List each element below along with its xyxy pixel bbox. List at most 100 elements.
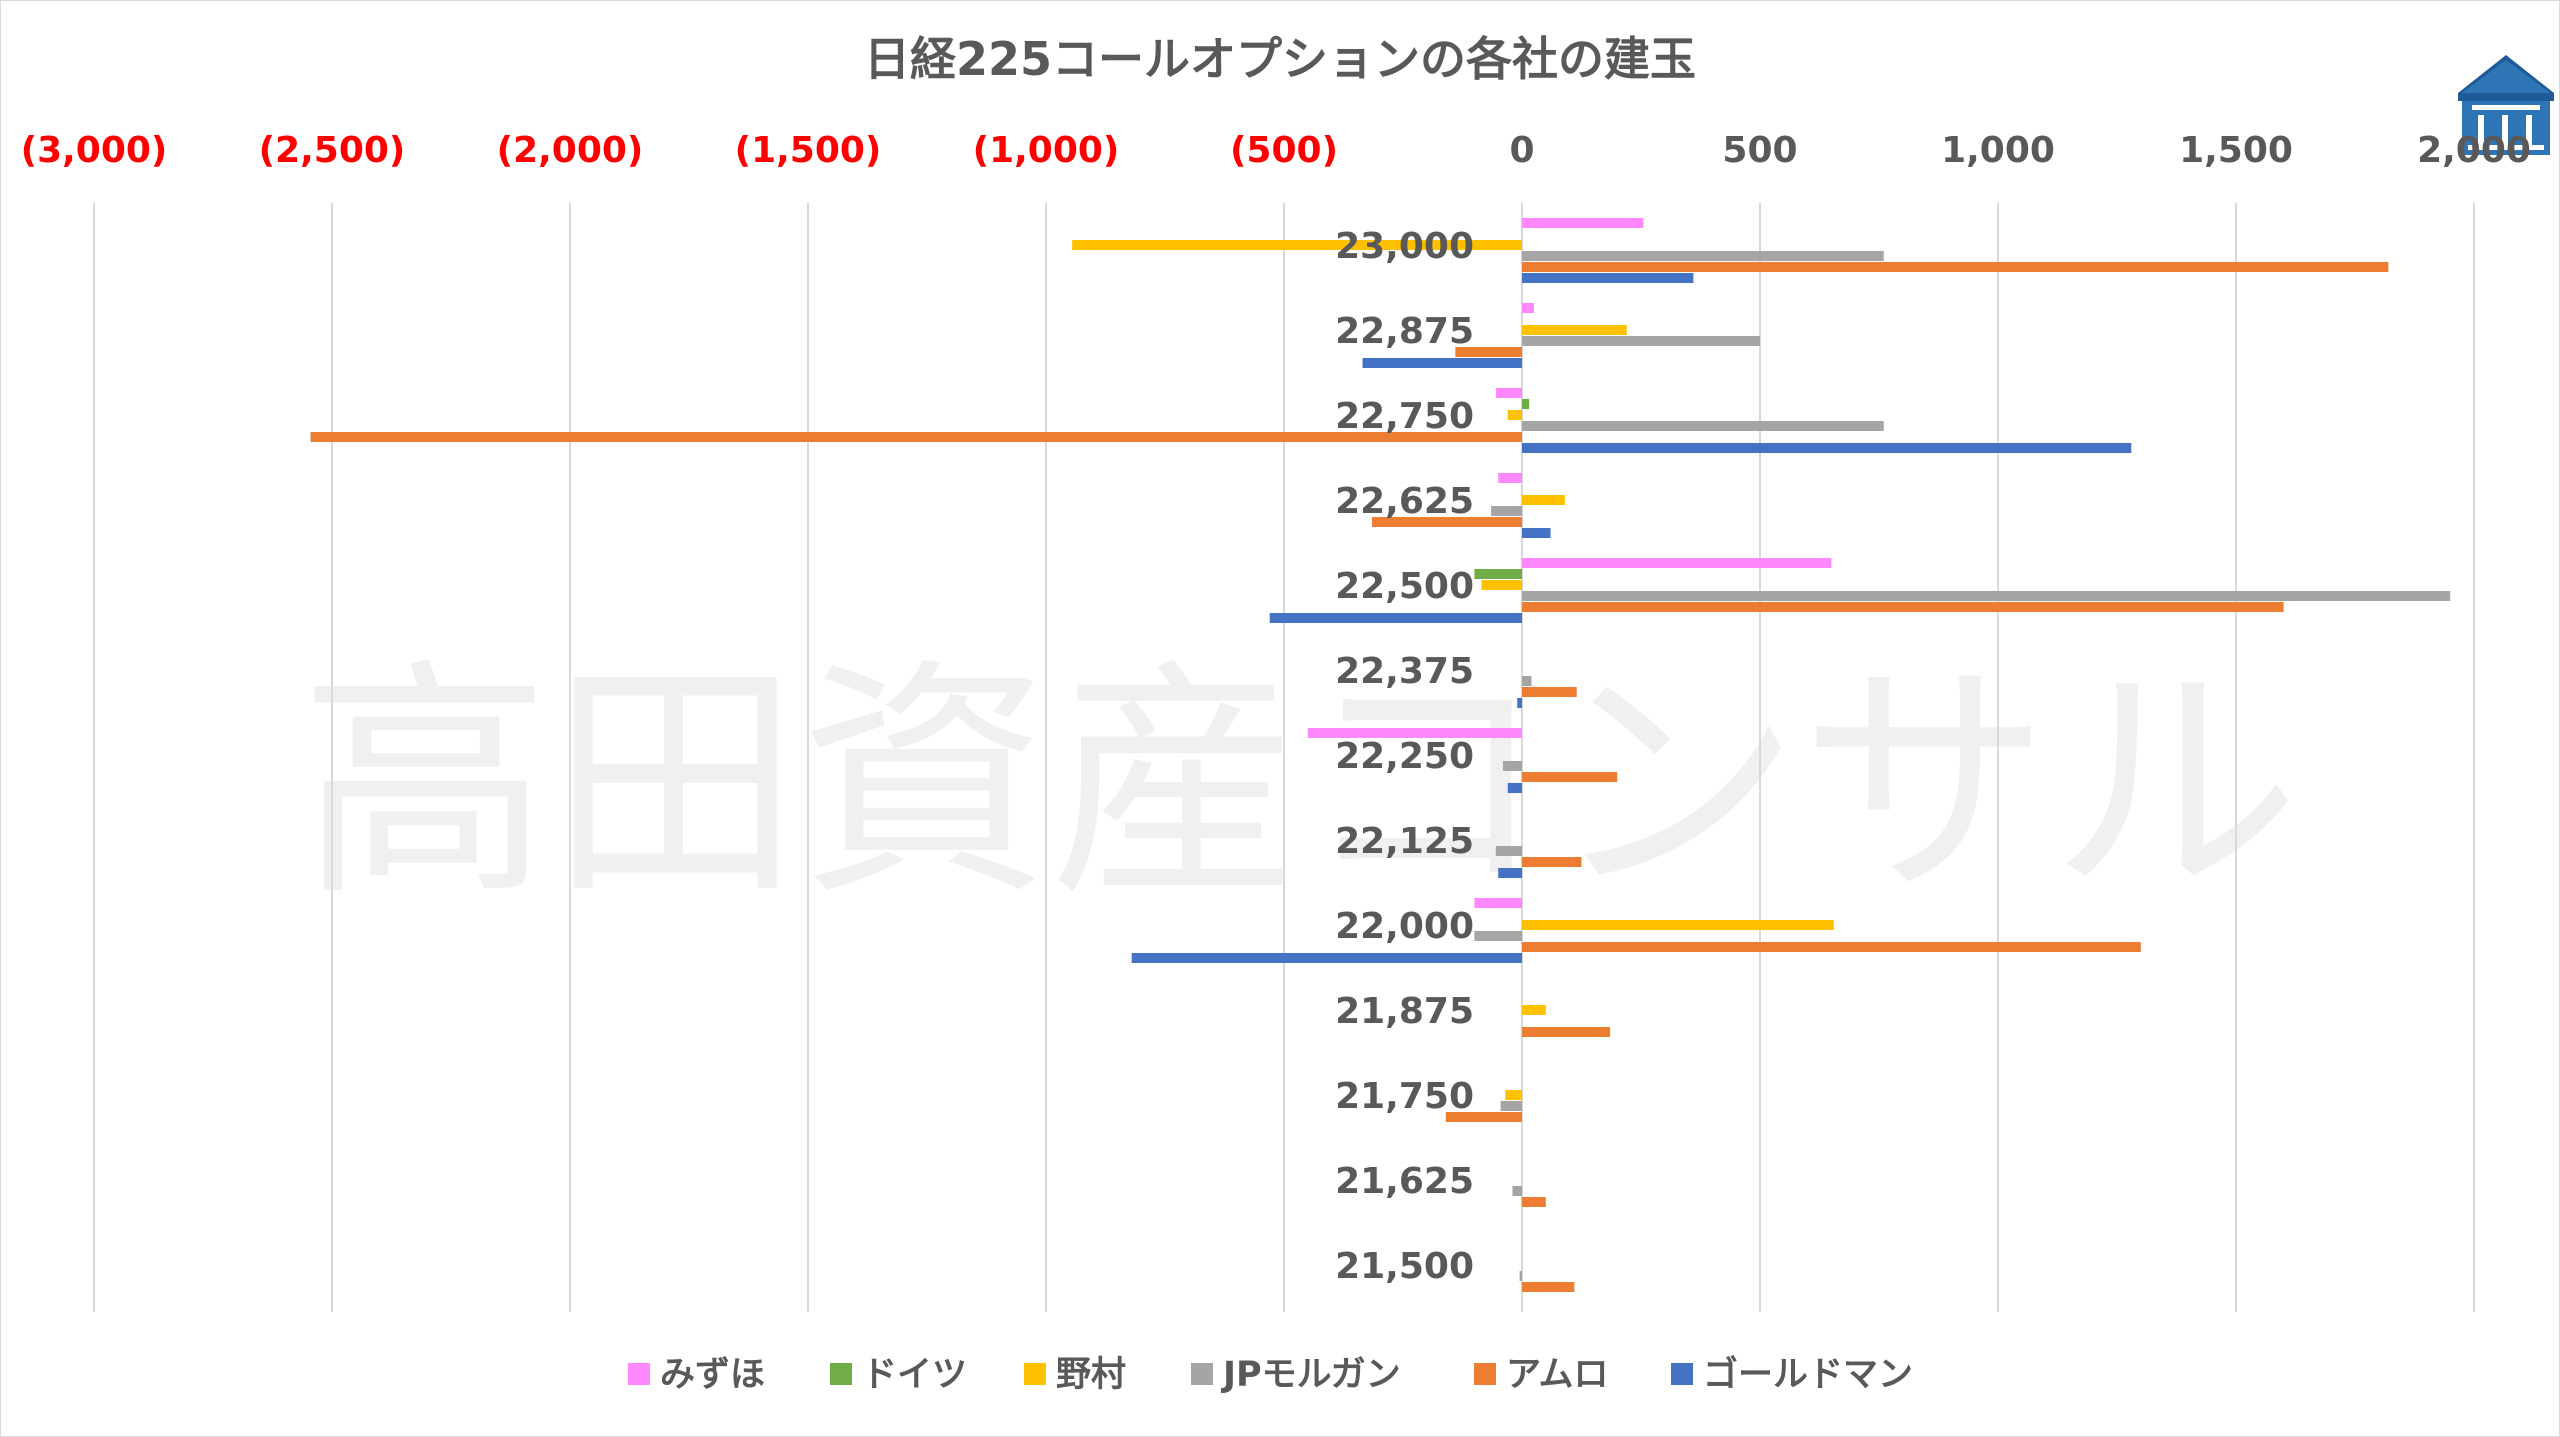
bar <box>1522 920 1834 930</box>
bar <box>1455 347 1522 357</box>
y-axis-category-labels: 23,000 22,875 22,750 22,625 22,500 22,375 22,2… <box>1335 226 1474 1287</box>
y-category-label: 22,750 <box>1335 396 1474 437</box>
x-tick-label: 2,000 <box>2417 130 2531 171</box>
gridlines <box>93 203 2475 1312</box>
bar <box>1522 421 1884 431</box>
legend-swatch <box>830 1363 852 1385</box>
legend-label: アムロ <box>1506 1355 1609 1395</box>
bar <box>1522 857 1582 867</box>
bar <box>1522 591 2451 601</box>
legend-label: ゴールドマン <box>1703 1354 1913 1395</box>
bar <box>1522 273 1694 283</box>
bar <box>310 432 1523 442</box>
bar <box>1495 388 1522 398</box>
bar <box>1519 1271 1522 1281</box>
bar <box>1522 251 1884 261</box>
watermark: 高田資産コンサル <box>300 638 2300 929</box>
bar <box>1474 898 1522 908</box>
bar <box>1522 218 1644 228</box>
bar <box>1522 772 1618 782</box>
bar <box>1522 303 1534 313</box>
y-category-label: 23,000 <box>1335 226 1474 267</box>
x-tick-label: (2,000) <box>497 130 644 171</box>
legend-label: JPモルガン <box>1221 1355 1401 1395</box>
x-tick-label: 500 <box>1722 130 1797 171</box>
bar <box>1507 410 1522 420</box>
bar <box>1445 1112 1522 1122</box>
bar <box>1522 336 1760 346</box>
x-tick-label: 1,500 <box>2179 130 2293 171</box>
bar <box>1517 698 1522 708</box>
legend-label: ドイツ <box>862 1355 967 1395</box>
bar <box>1307 728 1522 738</box>
y-category-label: 21,500 <box>1335 1246 1474 1287</box>
legend-item: アムロ <box>1474 1355 1609 1395</box>
x-tick-label: (1,000) <box>973 130 1120 171</box>
bar <box>1522 325 1627 335</box>
legend-item: 野村 <box>1024 1355 1126 1395</box>
legend-swatch <box>1671 1363 1693 1385</box>
bar <box>1522 602 2284 612</box>
bar <box>1522 1282 1575 1292</box>
legend-swatch <box>1191 1363 1213 1385</box>
bar <box>1372 517 1522 527</box>
bar <box>1522 262 2389 272</box>
bar <box>1491 506 1522 516</box>
bar <box>1498 473 1522 483</box>
bar <box>1512 1186 1522 1196</box>
bar <box>1498 868 1522 878</box>
bar <box>1522 942 2141 952</box>
y-category-label: 22,250 <box>1335 736 1474 777</box>
bar <box>1522 399 1530 409</box>
y-category-label: 22,125 <box>1335 821 1474 862</box>
y-category-label: 21,625 <box>1335 1161 1474 1202</box>
x-tick-label: (500) <box>1230 130 1338 171</box>
bar <box>1495 846 1522 856</box>
bar <box>1507 783 1522 793</box>
x-axis-tick-labels: (3,000) (2,500) (2,000) (1,500) (1,000) (500)… <box>21 130 2531 171</box>
legend-swatch <box>628 1363 650 1385</box>
y-category-label: 22,000 <box>1335 906 1474 947</box>
y-category-label: 22,500 <box>1335 566 1474 607</box>
bar <box>1502 761 1522 771</box>
bar <box>1522 1197 1546 1207</box>
bar <box>1481 580 1522 590</box>
bars <box>310 218 2451 1292</box>
x-tick-label: (1,500) <box>735 130 882 171</box>
bar <box>1505 1090 1522 1100</box>
legend-item: みずほ <box>628 1355 765 1395</box>
chart-title: 日経225コールオプションの各社の建玉 <box>864 32 1696 86</box>
bar <box>1474 569 1522 579</box>
legend-swatch <box>1024 1363 1046 1385</box>
legend: みずほ ドイツ 野村 JPモルガン アムロ ゴールドマン <box>628 1354 1913 1395</box>
bar <box>1522 495 1565 505</box>
y-category-label: 22,875 <box>1335 311 1474 352</box>
bar <box>1522 443 2132 453</box>
x-tick-label: (3,000) <box>21 130 168 171</box>
bar <box>1474 931 1522 941</box>
y-category-label: 22,375 <box>1335 651 1474 692</box>
bar <box>1362 358 1522 368</box>
legend-item: JPモルガン <box>1191 1355 1401 1395</box>
bar <box>1522 528 1551 538</box>
x-tick-label: 0 <box>1509 130 1534 171</box>
y-category-label: 21,875 <box>1335 991 1474 1032</box>
bar <box>1522 676 1532 686</box>
bar <box>1522 558 1832 568</box>
y-category-label: 22,625 <box>1335 481 1474 522</box>
y-category-label: 21,750 <box>1335 1076 1474 1117</box>
x-tick-label: 1,000 <box>1941 130 2055 171</box>
legend-label: 野村 <box>1056 1355 1126 1395</box>
legend-item: ドイツ <box>830 1355 967 1395</box>
x-tick-label: (2,500) <box>259 130 406 171</box>
bar <box>1269 613 1522 623</box>
bar <box>1131 953 1522 963</box>
bar <box>1500 1101 1522 1111</box>
legend-item: ゴールドマン <box>1671 1354 1913 1395</box>
bar <box>1522 1027 1611 1037</box>
legend-label: みずほ <box>660 1355 765 1395</box>
legend-swatch <box>1474 1363 1496 1385</box>
logo-icon <box>2458 55 2554 155</box>
bar <box>1522 1005 1546 1015</box>
